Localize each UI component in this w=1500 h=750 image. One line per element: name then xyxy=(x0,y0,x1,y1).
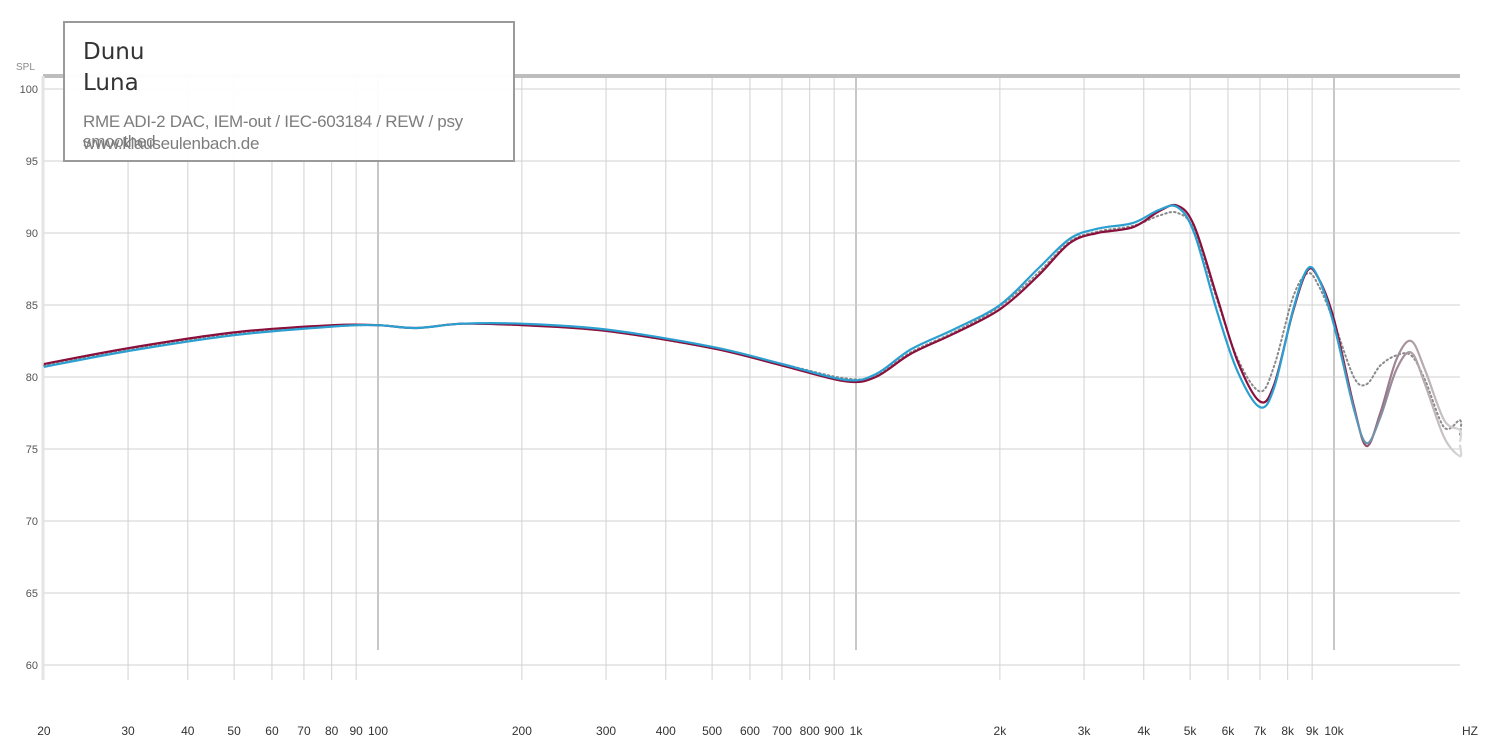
x-tick-label: 8k xyxy=(1281,724,1295,738)
x-tick-label: 5k xyxy=(1184,724,1198,738)
x-tick-labels: 20 30 40 50 60 70 80 90 100 200 300 400 500 600 700 800… xyxy=(37,724,1344,738)
x-tick-label: 30 xyxy=(121,724,135,738)
x-tick-label: 800 xyxy=(800,724,820,738)
x-tick-label: 1k xyxy=(850,724,864,738)
legend-setup: RME ADI-2 DAC, IEM-out / IEC-603184 / RE… xyxy=(83,112,463,151)
horizontal-grid xyxy=(43,88,1460,666)
y-axis-label: SPL xyxy=(16,62,35,73)
y-tick-label: 75 xyxy=(26,444,38,456)
x-tick-label: 60 xyxy=(265,724,279,738)
x-tick-label: 6k xyxy=(1222,724,1236,738)
x-tick-label: 7k xyxy=(1254,724,1268,738)
x-tick-label: 20 xyxy=(37,724,51,738)
x-tick-label: 300 xyxy=(596,724,616,738)
x-tick-label: 40 xyxy=(181,724,195,738)
x-tick-label: 600 xyxy=(740,724,760,738)
series-line-2 xyxy=(43,204,1463,458)
x-tick-label: 70 xyxy=(297,724,311,738)
legend-brand: Dunu xyxy=(83,39,145,65)
y-tick-label: 85 xyxy=(26,300,38,312)
legend-website: www.klauseulenbach.de xyxy=(83,134,260,153)
x-tick-label: 2k xyxy=(994,724,1008,738)
x-tick-label: 9k xyxy=(1306,724,1320,738)
x-tick-label: 4k xyxy=(1137,724,1151,738)
series-line-1 xyxy=(43,203,1463,448)
y-tick-label: 95 xyxy=(26,156,38,168)
x-tick-label: 500 xyxy=(702,724,722,738)
y-tick-label: 90 xyxy=(26,228,38,240)
y-tick-label: 80 xyxy=(26,372,38,384)
x-tick-label: 80 xyxy=(325,724,339,738)
y-tick-labels: 60 65 70 75 80 85 90 95 100 xyxy=(20,84,38,672)
x-tick-label: 3k xyxy=(1078,724,1092,738)
series-line-3 xyxy=(42,210,1463,436)
x-tick-label: 50 xyxy=(227,724,241,738)
x-axis-label: HZ xyxy=(1462,724,1478,738)
y-tick-label: 60 xyxy=(26,660,38,672)
x-tick-label: 400 xyxy=(656,724,676,738)
y-tick-label: 70 xyxy=(26,516,38,528)
legend-box: Dunu Luna RME ADI-2 DAC, IEM-out / IEC-6… xyxy=(63,21,515,162)
y-tick-label: 100 xyxy=(20,84,38,96)
vertical-grid xyxy=(43,76,1335,680)
x-tick-label: 900 xyxy=(824,724,844,738)
x-tick-label: 700 xyxy=(772,724,792,738)
legend-model: Luna xyxy=(83,70,139,96)
x-tick-label: 100 xyxy=(368,724,388,738)
x-tick-label: 200 xyxy=(512,724,532,738)
y-tick-label: 65 xyxy=(26,588,38,600)
x-tick-label: 10k xyxy=(1324,724,1344,738)
x-tick-label: 90 xyxy=(349,724,363,738)
series-layer xyxy=(42,203,1463,458)
